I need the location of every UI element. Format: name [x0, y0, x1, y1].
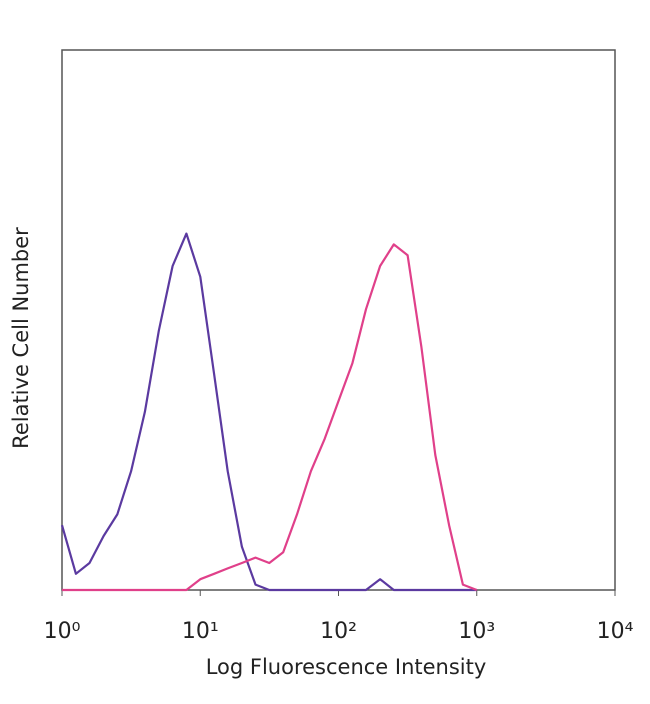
x-tick-label: 10³: [458, 619, 495, 644]
plot-frame: [61, 49, 616, 591]
histogram-line: [60, 232, 477, 592]
x-tick-label: 10⁰: [44, 619, 81, 644]
x-tick-label: 10⁴: [597, 619, 634, 644]
histogram-line: [62, 243, 478, 592]
x-axis-label: Log Fluorescence Intensity: [206, 655, 487, 679]
x-tick-label: 10¹: [182, 619, 219, 644]
y-axis-label: Relative Cell Number: [9, 227, 33, 449]
x-tick-label: 10²: [320, 619, 357, 644]
